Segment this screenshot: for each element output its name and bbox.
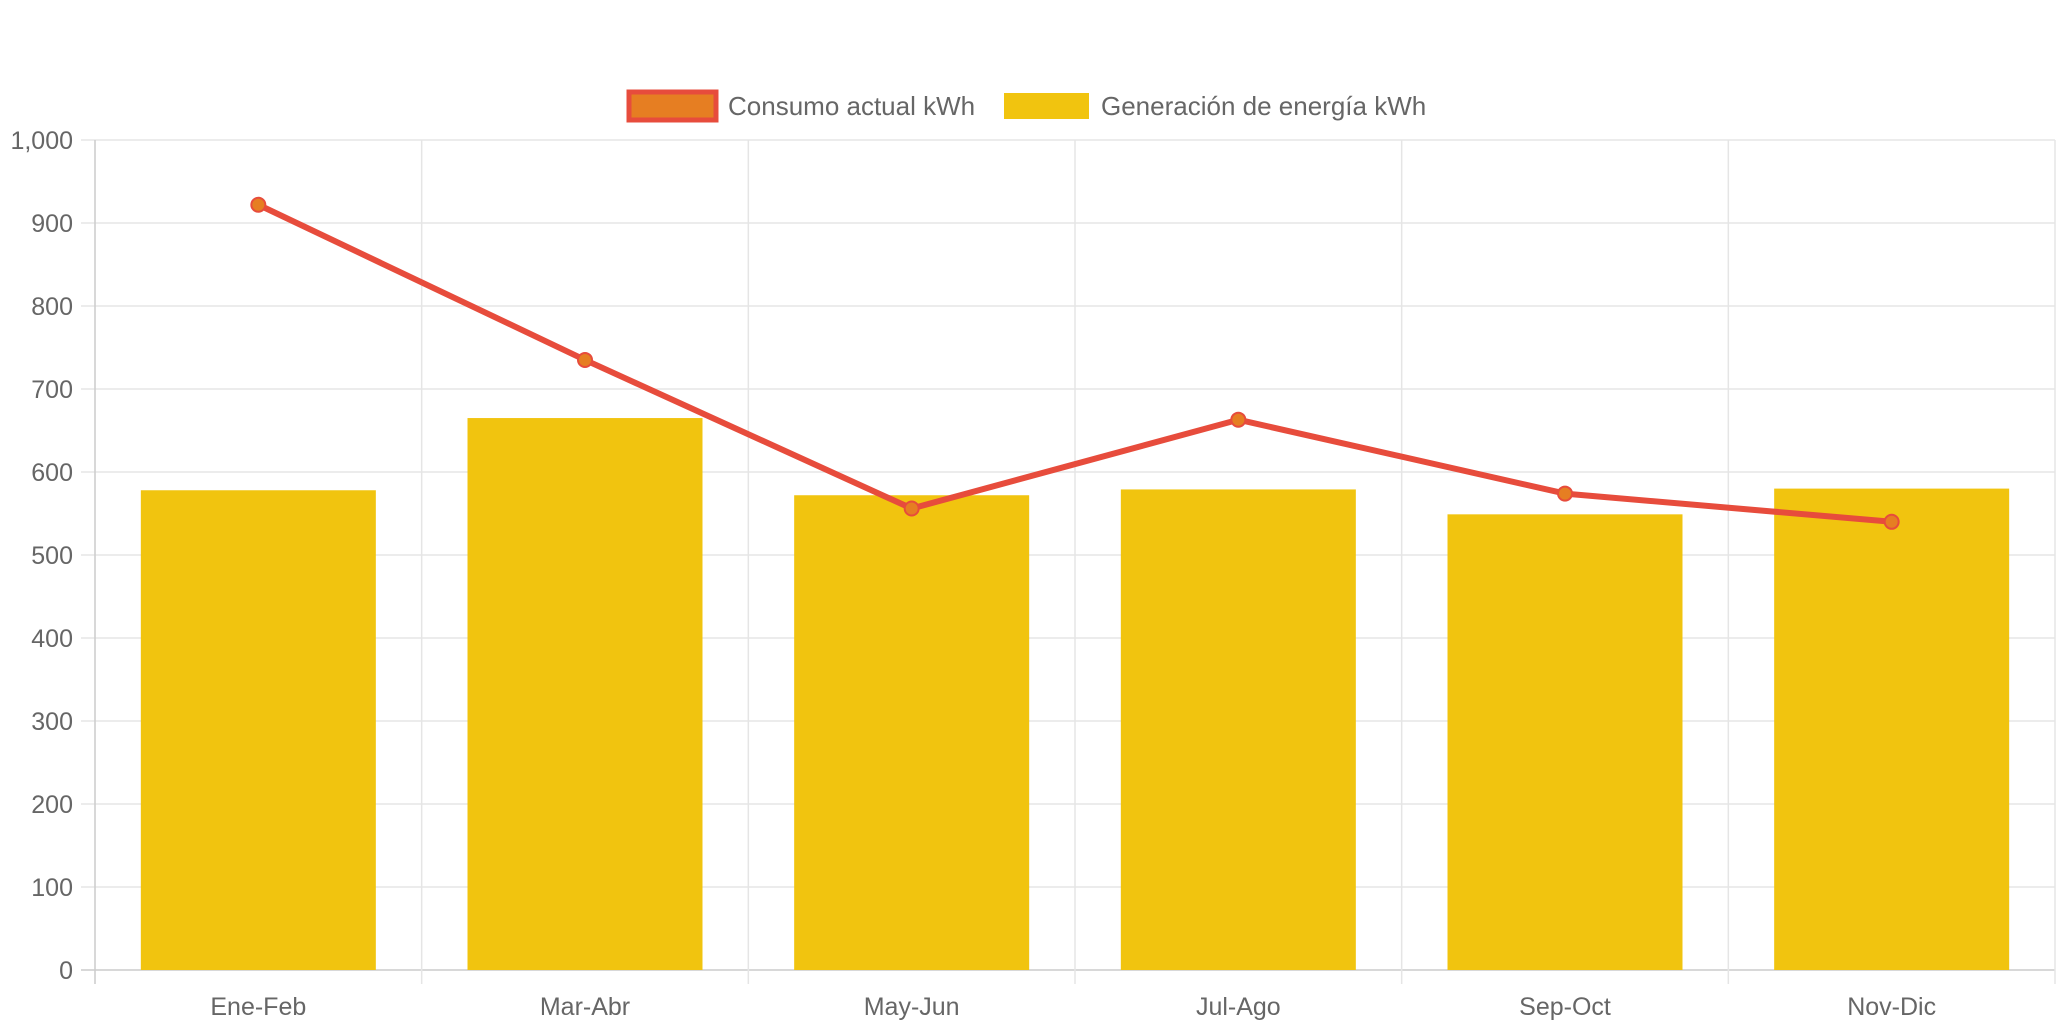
legend-swatch-consumo	[626, 89, 719, 123]
point-consumo-ene-feb[interactable]	[250, 196, 267, 213]
y-tick-label: 400	[31, 625, 73, 653]
x-tick-label: Mar-Abr	[540, 993, 630, 1021]
y-tick-label: 200	[31, 791, 73, 819]
legend-item-consumo[interactable]: Consumo actual kWh	[626, 89, 975, 123]
bar-generacion-mar-abr[interactable]	[467, 418, 703, 970]
y-tick-label: 500	[31, 542, 73, 570]
y-tick-label: 700	[31, 376, 73, 404]
bar-generacion-jul-ago[interactable]	[1120, 489, 1356, 970]
y-tick-label: 800	[31, 293, 73, 321]
point-consumo-may-jun[interactable]	[903, 500, 920, 517]
x-tick-label: Sep-Oct	[1519, 993, 1611, 1021]
bar-series	[140, 418, 2010, 970]
point-consumo-jul-ago[interactable]	[1230, 411, 1247, 428]
bar-generacion-sep-oct[interactable]	[1447, 514, 1683, 970]
y-tick-label: 1,000	[10, 127, 73, 155]
x-tick-label: Nov-Dic	[1847, 993, 1936, 1021]
point-consumo-sep-oct[interactable]	[1557, 485, 1573, 502]
legend-item-generacion[interactable]: Generación de energía kWh	[1004, 91, 1426, 121]
point-consumo-nov-dic[interactable]	[1883, 513, 1900, 530]
grid	[81, 139, 2056, 984]
y-tick-label: 300	[31, 708, 73, 736]
line-consumo	[255, 201, 1895, 525]
x-tick-label: Jul-Ago	[1196, 993, 1281, 1021]
legend: Consumo actual kWh Generación de energía…	[626, 89, 1426, 123]
y-tick-label: 100	[31, 874, 73, 902]
bar-generacion-nov-dic[interactable]	[1774, 488, 2010, 970]
y-tick-label: 0	[59, 957, 73, 985]
line-series	[250, 196, 1900, 530]
x-tick-label: Ene-Feb	[210, 993, 306, 1021]
point-consumo-mar-abr[interactable]	[577, 351, 593, 368]
legend-label-consumo: Consumo actual kWh	[728, 91, 975, 121]
legend-swatch-generacion	[1004, 93, 1089, 119]
legend-label-generacion: Generación de energía kWh	[1101, 91, 1426, 121]
bar-generacion-ene-feb[interactable]	[140, 490, 376, 970]
bar-generacion-may-jun[interactable]	[794, 495, 1030, 970]
x-tick-label: May-Jun	[864, 993, 960, 1021]
axes: 0 100 200 300 400 500 600 700 800 900 1,000 Ene-Feb…	[10, 127, 1936, 1021]
y-tick-label: 900	[31, 210, 73, 238]
y-tick-label: 600	[31, 459, 73, 487]
